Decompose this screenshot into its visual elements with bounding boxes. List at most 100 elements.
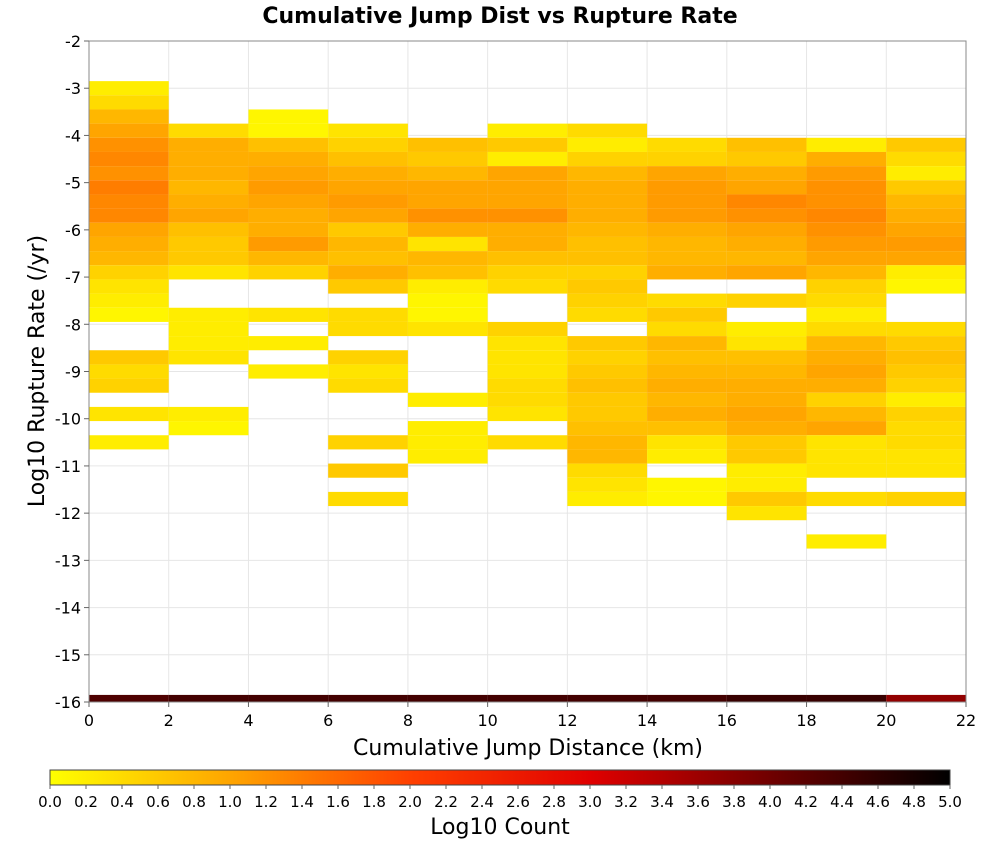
heatmap-cell [248, 222, 329, 237]
y-tick-label: -13 [55, 551, 81, 570]
heatmap-cell [328, 166, 408, 181]
heatmap-cell [726, 265, 807, 280]
colorbar-tick-label: 2.8 [542, 793, 566, 811]
heatmap-cell [89, 364, 169, 379]
heatmap-cell [487, 321, 568, 337]
y-tick-label: -16 [55, 693, 81, 712]
heatmap-cell [487, 435, 568, 450]
heatmap-cell [886, 392, 966, 407]
heatmap-cell [806, 491, 887, 507]
heatmap-cell [407, 166, 488, 181]
heatmap-cell [806, 236, 887, 252]
heatmap-cell [407, 449, 488, 464]
heatmap-cell [806, 321, 887, 337]
colorbar-tick-label: 3.0 [578, 793, 602, 811]
heatmap-cell [89, 293, 169, 308]
heatmap-cell [248, 208, 329, 223]
colorbar-tick-label: 1.0 [218, 793, 242, 811]
x-tick-label: 4 [243, 711, 253, 730]
heatmap-cell [886, 151, 966, 167]
heatmap-cell [328, 194, 408, 209]
heatmap-cell [806, 222, 887, 237]
heatmap-cell [647, 151, 727, 167]
heatmap-cell [168, 180, 249, 195]
heatmap-cell [886, 435, 966, 450]
heatmap-cell [487, 406, 568, 422]
colorbar-label: Log10 Count [430, 815, 570, 840]
heatmap-cell [726, 208, 807, 223]
heatmap-cell [806, 137, 887, 152]
heatmap-cell [806, 208, 887, 223]
heatmap-cell [647, 137, 727, 152]
heatmap-cell [886, 491, 966, 507]
heatmap-cell [806, 265, 887, 280]
heatmap-cell [806, 435, 887, 450]
heatmap-cell [886, 222, 966, 237]
heatmap-cell [407, 194, 488, 209]
heatmap-cell [89, 137, 169, 152]
heatmap-cell [726, 463, 807, 478]
heatmap-cell [886, 180, 966, 195]
heatmap-cell [407, 694, 488, 702]
heatmap-cell [647, 336, 727, 351]
heatmap-cell [886, 279, 966, 294]
y-tick-label: -2 [65, 32, 81, 51]
heatmap-cell [806, 180, 887, 195]
heatmap-cell [168, 694, 249, 702]
heatmap-cell [567, 421, 648, 436]
heatmap-cell [328, 321, 408, 337]
colorbar-tick-label: 4.2 [794, 793, 818, 811]
heatmap-cell [647, 364, 727, 379]
heatmap-cell [886, 208, 966, 223]
heatmap-cell [567, 180, 648, 195]
colorbar-tick-label: 3.8 [722, 793, 746, 811]
heatmap-cell [328, 251, 408, 266]
heatmap-cell [89, 406, 169, 422]
heatmap-cell [567, 265, 648, 280]
heatmap-cell [886, 378, 966, 393]
heatmap-cell [647, 236, 727, 252]
heatmap-cell [886, 236, 966, 252]
heatmap-cell [726, 321, 807, 337]
heatmap-cell [487, 151, 568, 167]
heatmap-cell [726, 421, 807, 436]
heatmap-cell [168, 194, 249, 209]
heatmap-cell [806, 534, 887, 549]
heatmap-cell [567, 166, 648, 181]
heatmap-cells [89, 81, 966, 702]
heatmap-cell [487, 194, 568, 209]
heatmap-cell [647, 251, 727, 266]
heatmap-cell [89, 236, 169, 252]
heatmap-cell [168, 151, 249, 167]
heatmap-cell [248, 123, 329, 138]
colorbar-tick-label: 0.2 [74, 793, 98, 811]
heatmap-cell [806, 194, 887, 209]
heatmap-cell [726, 406, 807, 422]
heatmap-cell [567, 151, 648, 167]
heatmap-cell [886, 463, 966, 478]
heatmap-cell [248, 307, 329, 322]
x-tick-label: 12 [557, 711, 577, 730]
heatmap-cell [567, 251, 648, 266]
heatmap-cell [647, 392, 727, 407]
heatmap-cell [726, 378, 807, 393]
heatmap-cell [806, 392, 887, 407]
heatmap-cell [487, 378, 568, 393]
y-tick-label: -9 [65, 363, 81, 382]
heatmap-cell [407, 321, 488, 337]
heatmap-cell [487, 350, 568, 365]
heatmap-cell [567, 491, 648, 507]
heatmap-cell [647, 293, 727, 308]
colorbar-tick-label: 2.0 [398, 793, 422, 811]
colorbar-tick-label: 0.8 [182, 793, 206, 811]
heatmap-cell [168, 421, 249, 436]
x-tick-label: 14 [637, 711, 657, 730]
heatmap-cell [487, 251, 568, 266]
heatmap-cell [567, 449, 648, 464]
heatmap-cell [407, 265, 488, 280]
heatmap-cell [328, 265, 408, 280]
heatmap-cell [647, 166, 727, 181]
heatmap-cell [647, 222, 727, 237]
heatmap-cell [89, 694, 169, 702]
heatmap-cell [487, 236, 568, 252]
